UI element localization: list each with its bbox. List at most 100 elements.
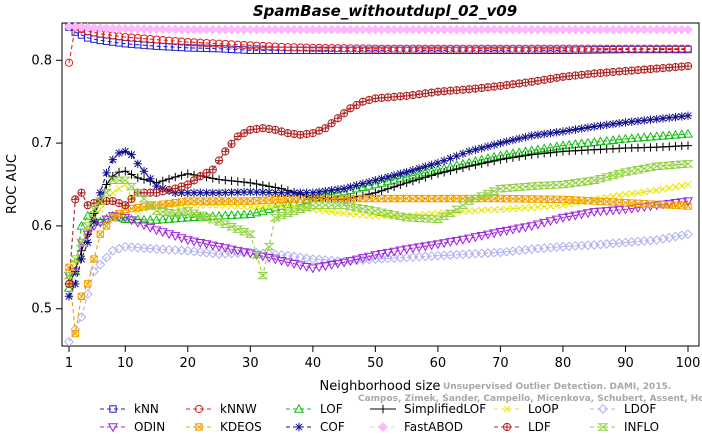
data-point-odin xyxy=(370,251,381,261)
data-point-cof xyxy=(421,162,430,171)
data-point-cof xyxy=(565,126,574,135)
data-point-knnw xyxy=(527,44,536,53)
data-point-ldf xyxy=(340,109,349,118)
data-point-simplifiedlof xyxy=(158,176,167,186)
data-point-odin xyxy=(632,203,644,213)
series-fastabod xyxy=(64,21,693,35)
data-point-ldf xyxy=(121,201,130,210)
data-point-simplifiedlof xyxy=(77,246,86,255)
data-point-simplifiedlof xyxy=(414,174,424,184)
data-point-inflo xyxy=(569,179,582,187)
data-point-knnw xyxy=(671,44,680,53)
data-point-knnw xyxy=(415,44,424,53)
data-point-knnw xyxy=(521,44,530,53)
data-point-simplifiedlof xyxy=(477,159,486,168)
legend-marker-odin xyxy=(107,423,119,433)
data-point-inflo xyxy=(344,202,357,211)
data-point-odin xyxy=(407,244,418,254)
data-point-knnw xyxy=(471,44,480,53)
data-point-lof xyxy=(182,212,193,222)
data-point-loop xyxy=(534,203,542,211)
data-point-inflo xyxy=(338,201,350,209)
data-point-cof xyxy=(221,188,230,197)
data-point-simplifiedlof xyxy=(239,177,249,187)
data-point-knnw xyxy=(621,44,630,53)
data-point-lof xyxy=(220,210,231,220)
data-point-inflo xyxy=(657,162,669,170)
data-point-odin xyxy=(232,246,243,256)
data-point-ldof xyxy=(276,249,287,260)
data-point-knnw xyxy=(408,44,417,53)
data-point-cof xyxy=(289,188,299,197)
data-point-inflo xyxy=(576,178,588,186)
data-point-simplifiedlof xyxy=(527,150,536,159)
data-point-cof xyxy=(483,142,493,151)
data-point-simplifiedlof xyxy=(221,175,230,185)
data-point-lof xyxy=(82,210,93,220)
data-point-inflo xyxy=(138,195,150,203)
data-point-ldof xyxy=(151,244,162,255)
series-line-kdeos xyxy=(68,198,689,334)
data-point-cof xyxy=(102,168,111,178)
data-point-knnw xyxy=(64,58,74,67)
data-point-ldof xyxy=(301,253,312,264)
data-point-cof xyxy=(396,169,405,178)
data-point-inflo xyxy=(607,171,619,180)
data-point-knnw xyxy=(139,34,149,43)
data-point-cof xyxy=(77,254,86,264)
data-point-inflo xyxy=(94,197,106,205)
data-point-odin xyxy=(682,197,694,207)
data-point-loop xyxy=(621,190,630,198)
data-point-inflo xyxy=(250,251,263,259)
data-point-fastabod xyxy=(95,23,106,34)
y-tick-label: 0.5 xyxy=(31,302,52,317)
data-point-knnw xyxy=(421,44,430,53)
data-point-cof xyxy=(590,122,599,131)
data-point-odin xyxy=(426,241,437,251)
data-point-inflo xyxy=(551,181,563,189)
legend-item-odin: ODIN xyxy=(100,420,165,434)
data-point-lof xyxy=(301,194,312,204)
data-point-cof xyxy=(646,115,655,124)
data-point-simplifiedlof xyxy=(252,179,261,189)
data-point-ldof xyxy=(282,250,293,261)
y-tick-label: 0.6 xyxy=(31,219,52,234)
data-point-knnw xyxy=(546,44,555,53)
data-point-odin xyxy=(476,231,487,241)
data-point-knnw xyxy=(127,33,136,42)
data-point-odin xyxy=(539,218,550,228)
data-point-cof xyxy=(671,112,680,122)
data-point-inflo xyxy=(257,271,269,280)
data-point-simplifiedlof xyxy=(446,166,455,175)
data-point-cof xyxy=(352,181,361,190)
data-point-ldof xyxy=(683,229,693,240)
data-point-odin xyxy=(351,255,362,265)
data-point-lof xyxy=(151,214,162,224)
data-point-cof xyxy=(183,188,192,197)
data-point-loop xyxy=(515,204,523,212)
series-kdeos xyxy=(65,194,692,338)
data-point-knnw xyxy=(665,44,674,53)
data-point-knnw xyxy=(483,44,493,53)
data-point-cof xyxy=(577,124,586,133)
legend-label-knnw: kNNW xyxy=(220,402,257,416)
data-point-loop xyxy=(528,204,536,212)
data-point-ldof xyxy=(139,243,149,254)
data-point-knnw xyxy=(164,36,174,45)
data-point-kdeos xyxy=(421,194,430,203)
data-point-cof xyxy=(677,112,686,121)
data-point-knnw xyxy=(327,43,336,53)
data-point-lof xyxy=(251,207,262,217)
data-point-simplifiedlof xyxy=(508,153,518,162)
data-point-fastabod xyxy=(107,23,118,34)
x-tick-label: 50 xyxy=(367,356,384,371)
series-layer xyxy=(63,21,694,347)
legend-marker-ldof xyxy=(598,404,608,414)
data-point-inflo xyxy=(182,207,194,215)
data-point-fastabod xyxy=(176,24,187,35)
data-point-inflo xyxy=(519,182,532,191)
data-point-inflo xyxy=(638,164,650,173)
data-point-odin xyxy=(376,250,387,259)
data-point-lof xyxy=(664,130,675,140)
data-point-fastabod xyxy=(157,24,168,35)
